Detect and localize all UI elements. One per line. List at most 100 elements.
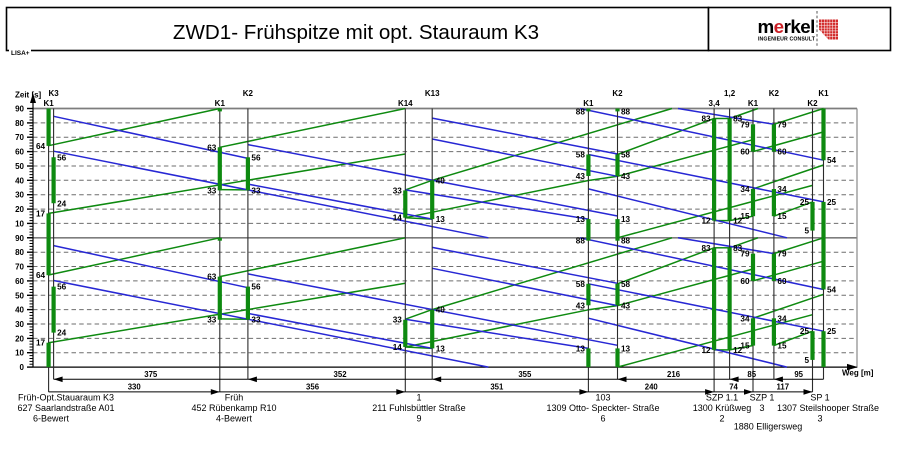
svg-text:60: 60: [777, 148, 787, 157]
svg-text:80: 80: [15, 248, 24, 257]
svg-text:56: 56: [57, 153, 67, 162]
svg-text:60: 60: [740, 277, 750, 286]
svg-text:K2: K2: [243, 89, 254, 98]
svg-text:56: 56: [251, 153, 261, 162]
svg-text:4-Bewert: 4-Bewert: [216, 413, 253, 423]
svg-text:13: 13: [436, 215, 446, 224]
svg-text:5: 5: [804, 356, 809, 365]
svg-text:10: 10: [15, 219, 24, 228]
svg-text:211 Fuhlsbüttler Straße: 211 Fuhlsbüttler Straße: [372, 403, 465, 413]
svg-text:352: 352: [334, 370, 348, 379]
svg-text:3: 3: [817, 413, 822, 423]
svg-text:25: 25: [800, 327, 810, 336]
svg-text:40: 40: [15, 306, 24, 315]
svg-text:83: 83: [701, 115, 711, 124]
svg-text:SZP 1.1: SZP 1.1: [706, 392, 738, 402]
svg-text:83: 83: [701, 244, 711, 253]
svg-text:60: 60: [777, 277, 787, 286]
svg-text:17: 17: [36, 339, 46, 348]
svg-text:79: 79: [777, 250, 787, 259]
svg-text:12: 12: [701, 217, 711, 226]
svg-text:240: 240: [645, 382, 659, 391]
svg-text:SZP 1: SZP 1: [750, 392, 775, 402]
svg-text:63: 63: [207, 273, 217, 282]
svg-text:30: 30: [15, 191, 24, 200]
svg-text:356: 356: [306, 382, 320, 391]
svg-text:40: 40: [15, 176, 24, 185]
svg-text:60: 60: [15, 148, 24, 157]
svg-text:74: 74: [729, 382, 738, 391]
svg-text:25: 25: [827, 327, 837, 336]
svg-text:13: 13: [621, 344, 631, 353]
svg-text:13: 13: [621, 215, 631, 224]
svg-text:K3: K3: [48, 89, 59, 98]
svg-text:43: 43: [621, 301, 631, 310]
svg-text:33: 33: [251, 316, 261, 325]
svg-text:17: 17: [36, 209, 46, 218]
svg-text:K2: K2: [612, 89, 623, 98]
svg-text:56: 56: [57, 283, 67, 292]
svg-text:13: 13: [576, 344, 586, 353]
svg-text:14: 14: [393, 214, 403, 223]
svg-text:33: 33: [251, 186, 261, 195]
svg-text:30: 30: [15, 320, 24, 329]
svg-text:3: 3: [759, 403, 764, 413]
svg-text:Zeit [s]: Zeit [s]: [15, 91, 42, 100]
svg-text:13: 13: [576, 215, 586, 224]
svg-text:1: 1: [416, 392, 421, 402]
svg-text:1,2: 1,2: [724, 89, 736, 98]
svg-text:24: 24: [57, 199, 67, 208]
svg-text:merkel: merkel: [758, 16, 815, 37]
svg-text:12: 12: [701, 346, 711, 355]
svg-text:88: 88: [576, 237, 586, 246]
svg-text:15: 15: [777, 342, 787, 351]
svg-text:15: 15: [777, 212, 787, 221]
svg-text:330: 330: [128, 382, 142, 391]
svg-text:40: 40: [436, 176, 446, 185]
svg-text:1307 Steilshooper Straße: 1307 Steilshooper Straße: [777, 403, 879, 413]
svg-text:58: 58: [621, 151, 631, 160]
svg-text:3,4: 3,4: [709, 99, 721, 108]
svg-text:K2: K2: [807, 99, 818, 108]
svg-text:70: 70: [15, 263, 24, 272]
svg-text:1309 Otto- Speckter- Straße: 1309 Otto- Speckter- Straße: [546, 403, 659, 413]
svg-text:15: 15: [740, 342, 750, 351]
svg-text:K1: K1: [748, 99, 759, 108]
svg-text:25: 25: [800, 198, 810, 207]
svg-text:58: 58: [576, 280, 586, 289]
svg-text:33: 33: [393, 316, 403, 325]
svg-text:60: 60: [15, 277, 24, 286]
svg-text:103: 103: [595, 392, 610, 402]
svg-text:2: 2: [719, 413, 724, 423]
svg-text:90: 90: [15, 105, 24, 114]
svg-text:10: 10: [15, 349, 24, 358]
svg-text:95: 95: [794, 370, 803, 379]
svg-text:K1: K1: [43, 99, 54, 108]
svg-text:34: 34: [777, 185, 787, 194]
svg-text:54: 54: [827, 156, 837, 165]
svg-text:70: 70: [15, 133, 24, 142]
svg-text:K14: K14: [398, 99, 413, 108]
svg-text:34: 34: [777, 314, 787, 323]
svg-text:64: 64: [36, 271, 46, 280]
svg-text:90: 90: [15, 234, 24, 243]
svg-text:25: 25: [827, 198, 837, 207]
svg-text:20: 20: [15, 334, 24, 343]
svg-text:56: 56: [251, 283, 261, 292]
svg-text:Früh: Früh: [225, 392, 244, 402]
svg-text:LISA+: LISA+: [11, 50, 30, 57]
svg-text:Früh-Opt.Stauaraum K3: Früh-Opt.Stauaraum K3: [18, 392, 114, 402]
svg-text:13: 13: [436, 344, 446, 353]
svg-text:50: 50: [15, 291, 24, 300]
svg-text:K13: K13: [425, 89, 440, 98]
svg-text:Weg [m]: Weg [m]: [842, 369, 874, 378]
svg-text:0: 0: [20, 363, 25, 372]
svg-text:64: 64: [36, 142, 46, 151]
svg-text:88: 88: [621, 107, 631, 116]
svg-text:33: 33: [393, 186, 403, 195]
svg-text:117: 117: [776, 382, 789, 391]
svg-text:33: 33: [207, 186, 217, 195]
svg-text:ZWD1- Frühspitze mit opt. Stau: ZWD1- Frühspitze mit opt. Stauraum K3: [173, 21, 539, 44]
svg-text:15: 15: [740, 212, 750, 221]
svg-text:34: 34: [740, 185, 750, 194]
